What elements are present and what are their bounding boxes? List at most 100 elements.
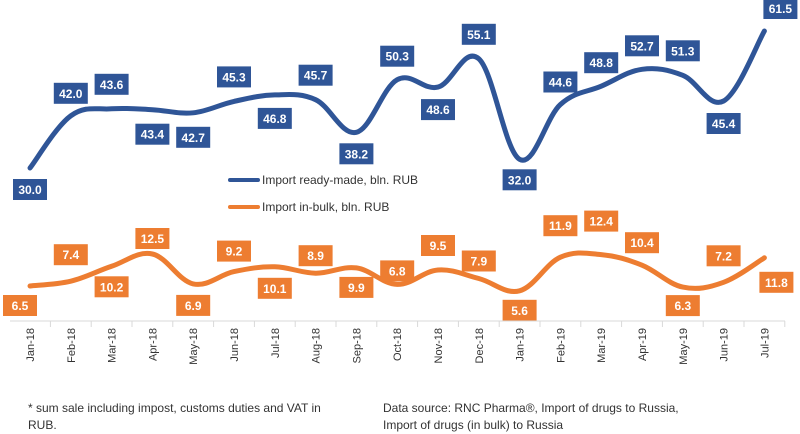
data-label-box	[421, 99, 455, 121]
x-tick-label: Nov-18	[433, 328, 445, 363]
data-label-text: 9.2	[226, 245, 243, 259]
data-label-ready-made: 30.0	[13, 179, 47, 200]
data-label-in-bulk: 7.2	[706, 245, 741, 267]
data-label-ready-made: 42.7	[176, 126, 211, 148]
data-label-text: 10.2	[100, 280, 124, 294]
x-tick-label: May-19	[678, 328, 690, 365]
x-tick-label: Dec-18	[474, 328, 486, 363]
data-label-ready-made: 46.8	[257, 107, 292, 129]
data-label-box	[625, 35, 659, 57]
data-label-text: 44.6	[549, 76, 573, 90]
x-tick-label: Aug-18	[311, 328, 323, 363]
data-label-in-bulk: 10.1	[257, 277, 292, 299]
data-label-text: 46.8	[263, 112, 287, 126]
x-tick-label: Mar-19	[596, 328, 608, 363]
data-label-box	[584, 52, 619, 74]
data-label-box	[298, 64, 333, 86]
data-label-ready-made: 43.6	[94, 73, 129, 95]
data-label-ready-made: 38.2	[339, 143, 374, 165]
data-label-box	[176, 126, 211, 148]
data-label-text: 5.6	[511, 304, 528, 318]
data-label-text: 6.9	[185, 299, 202, 313]
data-label-ready-made: 45.7	[298, 64, 333, 86]
data-label-in-bulk: 9.5	[421, 235, 455, 256]
data-label-in-bulk: 12.5	[135, 228, 170, 249]
data-label-text: 30.0	[18, 183, 42, 197]
data-label-text: 50.3	[386, 50, 410, 64]
data-label-in-bulk: 6.5	[3, 295, 37, 316]
data-label-box	[94, 73, 129, 95]
data-label-in-bulk: 10.2	[94, 276, 129, 298]
data-label-in-bulk: 6.8	[380, 260, 415, 282]
series-line-in-bulk	[27, 250, 767, 295]
data-label-text: 10.4	[630, 236, 654, 250]
data-label-box	[665, 40, 700, 62]
data-label-box	[257, 277, 292, 299]
data-label-ready-made: 50.3	[380, 45, 415, 67]
data-label-box	[461, 23, 496, 45]
x-tick-label: May-18	[188, 328, 200, 365]
x-tick-label: Apr-18	[147, 328, 159, 361]
data-label-in-bulk: 12.4	[584, 210, 619, 232]
series-lines	[27, 28, 767, 295]
data-label-text: 43.4	[141, 128, 165, 142]
x-tick-label: Jun-18	[229, 328, 241, 362]
data-label-ready-made: 32.0	[502, 169, 537, 191]
footnote: * sum sale including impost, customs dut…	[28, 401, 321, 432]
data-label-box	[94, 276, 129, 298]
data-label-in-bulk: 5.6	[502, 299, 537, 321]
data-label-in-bulk: 9.2	[217, 240, 251, 262]
data-label-box	[217, 240, 251, 262]
data-label-box	[176, 294, 211, 316]
data-label-text: 42.7	[182, 131, 206, 145]
data-label-text: 12.5	[141, 232, 165, 246]
series-line-ready-made	[27, 28, 767, 171]
data-label-box	[665, 295, 700, 317]
data-label-in-bulk: 6.3	[665, 295, 700, 317]
legend-label-in-bulk: Import in-bulk, bln. RUB	[262, 200, 389, 214]
data-label-text: 7.9	[470, 255, 487, 269]
data-label-box	[763, 0, 798, 19]
data-label-text: 48.8	[590, 56, 614, 70]
data-label-text: 45.3	[222, 70, 246, 84]
data-label-box	[135, 228, 170, 249]
x-tick-label: Sep-18	[351, 328, 363, 363]
data-label-box	[421, 235, 455, 256]
data-label-box	[53, 82, 88, 104]
x-tick-label: Jul-18	[270, 328, 282, 358]
data-label-in-bulk: 8.9	[298, 245, 333, 267]
data-label-text: 6.8	[389, 264, 406, 278]
data-label-text: 45.7	[304, 69, 328, 83]
data-label-text: 9.9	[348, 281, 365, 295]
x-axis: Jan-18 Feb-18 Mar-18 Apr-18 May-18 Jun-18 Jul-…	[10, 320, 786, 365]
data-label-ready-made: 48.8	[584, 52, 619, 74]
data-label-box	[625, 232, 659, 254]
data-label-box	[706, 113, 741, 134]
data-label-box	[217, 66, 251, 88]
data-label-box	[3, 295, 37, 316]
data-label-text: 7.2	[715, 249, 732, 263]
data-label-box	[759, 271, 794, 293]
data-label-ready-made: 43.4	[135, 123, 170, 145]
data-label-text: 9.5	[430, 239, 447, 253]
data-label-box	[13, 179, 47, 200]
data-label-text: 7.4	[62, 248, 79, 262]
legend-label-ready-made: Import ready-made, bln. RUB	[262, 173, 418, 187]
data-label-text: 55.1	[467, 28, 491, 42]
x-tick-label: Jan-18	[25, 328, 37, 362]
data-label-in-bulk: 6.9	[176, 294, 211, 316]
data-label-box	[543, 215, 578, 237]
data-source: Data source: RNC Pharma®, Import of drug…	[383, 401, 679, 432]
data-label-box	[584, 210, 619, 232]
data-label-text: 38.2	[345, 147, 369, 161]
data-label-text: 32.0	[508, 173, 532, 187]
data-label-box	[380, 45, 415, 67]
data-label-ready-made: 61.5	[763, 0, 798, 19]
data-label-in-bulk: 10.4	[625, 232, 659, 254]
data-label-text: 61.5	[769, 2, 793, 16]
data-label-text: 52.7	[630, 39, 654, 53]
x-tick-label: Jun-19	[719, 328, 731, 362]
data-label-box	[257, 107, 292, 129]
data-label-text: 43.6	[100, 78, 124, 92]
